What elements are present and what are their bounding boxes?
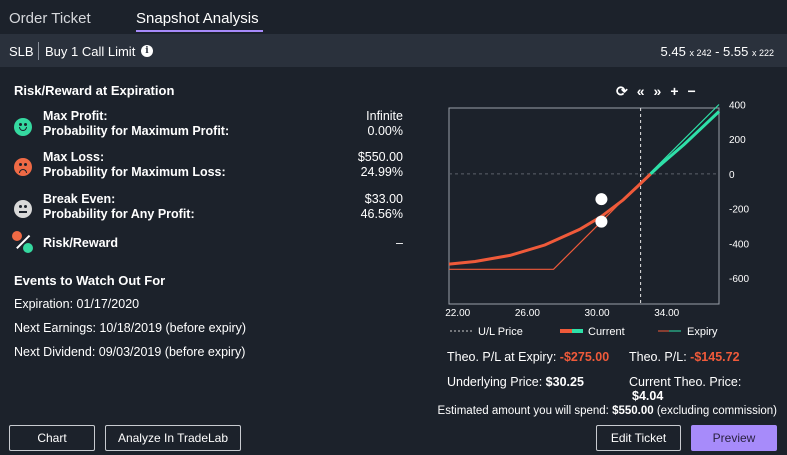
y-tick-label: -200 (729, 205, 749, 216)
theo-pl-expiry-value: -$275.00 (559, 350, 610, 364)
prob-max-loss-value: 24.99% (360, 165, 403, 179)
prob-any-profit-value: 46.56% (360, 207, 403, 221)
underlying-price: Underlying Price: $30.25 (447, 375, 584, 389)
active-tab-indicator (136, 30, 263, 32)
x-tick-label: 30.00 (585, 308, 610, 319)
bid-price: 5.45 (660, 44, 686, 59)
preview-button[interactable]: Preview (691, 425, 777, 451)
max-loss-label: Max Loss: (43, 150, 105, 164)
events-title: Events to Watch Out For (14, 273, 166, 288)
refresh-icon[interactable]: ⟳ (616, 83, 628, 99)
ask-size: x 222 (751, 48, 774, 58)
tab-order-ticket[interactable]: Order Ticket (9, 10, 91, 27)
current-theo-price-value: $4.04 (632, 389, 664, 403)
legend-ul-price: U/L Price (478, 326, 523, 338)
ask-price: 5.55 (723, 44, 749, 59)
double-chevron-left-icon[interactable]: « (636, 83, 645, 99)
max-profit-label: Max Profit: (43, 109, 108, 123)
double-chevron-right-icon[interactable]: » (653, 83, 662, 99)
risk-reward-label: Risk/Reward (43, 236, 119, 250)
analyze-in-tradelab-button[interactable]: Analyze In TradeLab (105, 425, 241, 451)
estimated-spend-note: (excluding commission) (656, 405, 777, 417)
theo-pl-expiry-label: Theo. P/L at Expiry: (447, 350, 557, 364)
max-loss-value: $550.00 (357, 150, 403, 164)
quote-separator: - (711, 44, 724, 59)
tab-snapshot-analysis[interactable]: Snapshot Analysis (136, 10, 259, 27)
bid-size: x 242 (689, 48, 712, 58)
current-line-loss (448, 172, 652, 266)
tab-bar: Order Ticket Snapshot Analysis (0, 0, 787, 33)
theo-pl-label: Theo. P/L: (629, 350, 687, 364)
info-icon[interactable]: i (141, 45, 153, 57)
risk-reward-value: – (396, 236, 403, 250)
estimated-spend-value: $550.00 (612, 405, 654, 417)
symbol: SLB (9, 44, 34, 59)
y-tick-label: 200 (729, 135, 746, 146)
x-tick-label: 34.00 (654, 308, 679, 319)
x-tick-label: 22.00 (445, 308, 470, 319)
expiry-line-profit (648, 104, 720, 175)
legend-current: Current (588, 326, 625, 338)
max-profit-value: Infinite (366, 109, 403, 123)
plus-icon[interactable]: + (670, 83, 679, 99)
current-line-profit (649, 110, 721, 175)
y-tick-label: 0 (729, 170, 735, 181)
theo-pl-expiry: Theo. P/L at Expiry: -$275.00 (447, 350, 609, 364)
bid-ask-quote: 5.45 x 242 - 5.55 x 222 (661, 44, 775, 59)
prob-max-profit-value: 0.00% (367, 124, 403, 138)
divider (38, 42, 39, 60)
chart-plot-area (448, 107, 720, 305)
y-tick-label: 400 (729, 101, 746, 112)
current-theo-price-label: Current Theo. Price: (629, 375, 742, 389)
next-earnings: Next Earnings: 10/18/2019 (before expiry… (14, 321, 247, 335)
expiration-date: Expiration: 01/17/2020 (14, 297, 140, 311)
y-tick-label: -400 (729, 239, 749, 250)
underlying-price-value: $30.25 (545, 375, 584, 389)
theo-pl: Theo. P/L: -$145.72 (629, 350, 740, 364)
break-even-label: Break Even: (43, 192, 116, 206)
estimated-spend: Estimated amount you will spend: $550.00… (438, 405, 777, 417)
chart-button[interactable]: Chart (9, 425, 95, 451)
prob-max-profit-label: Probability for Maximum Profit: (43, 124, 230, 138)
order-summary-bar: SLB Buy 1 Call Limit i 5.45 x 242 - 5.55… (0, 34, 787, 67)
edit-ticket-button[interactable]: Edit Ticket (596, 425, 681, 451)
break-even-value: $33.00 (364, 192, 403, 206)
next-dividend: Next Dividend: 09/03/2019 (before expiry… (14, 345, 246, 359)
estimated-spend-label: Estimated amount you will spend: (437, 405, 609, 417)
pl-marker (595, 215, 608, 228)
x-tick-label: 26.00 (515, 308, 540, 319)
happy-face-icon (14, 118, 32, 136)
legend-expiry: Expiry (687, 326, 718, 338)
underlying-price-label: Underlying Price: (447, 375, 543, 389)
risk-reward-icon (12, 231, 36, 255)
prob-max-loss-label: Probability for Maximum Loss: (43, 165, 226, 179)
order-description: Buy 1 Call Limit (45, 44, 136, 59)
risk-reward-title: Risk/Reward at Expiration (14, 83, 175, 98)
chart-toolbar: ⟳ « » + − (616, 83, 696, 100)
neutral-face-icon (14, 200, 32, 218)
y-tick-label: -600 (729, 274, 749, 285)
pl-marker (595, 193, 608, 206)
prob-any-profit-label: Probability for Any Profit: (43, 207, 195, 221)
minus-icon[interactable]: − (687, 83, 696, 99)
theo-pl-value: -$145.72 (690, 350, 740, 364)
sad-face-icon (14, 158, 32, 176)
